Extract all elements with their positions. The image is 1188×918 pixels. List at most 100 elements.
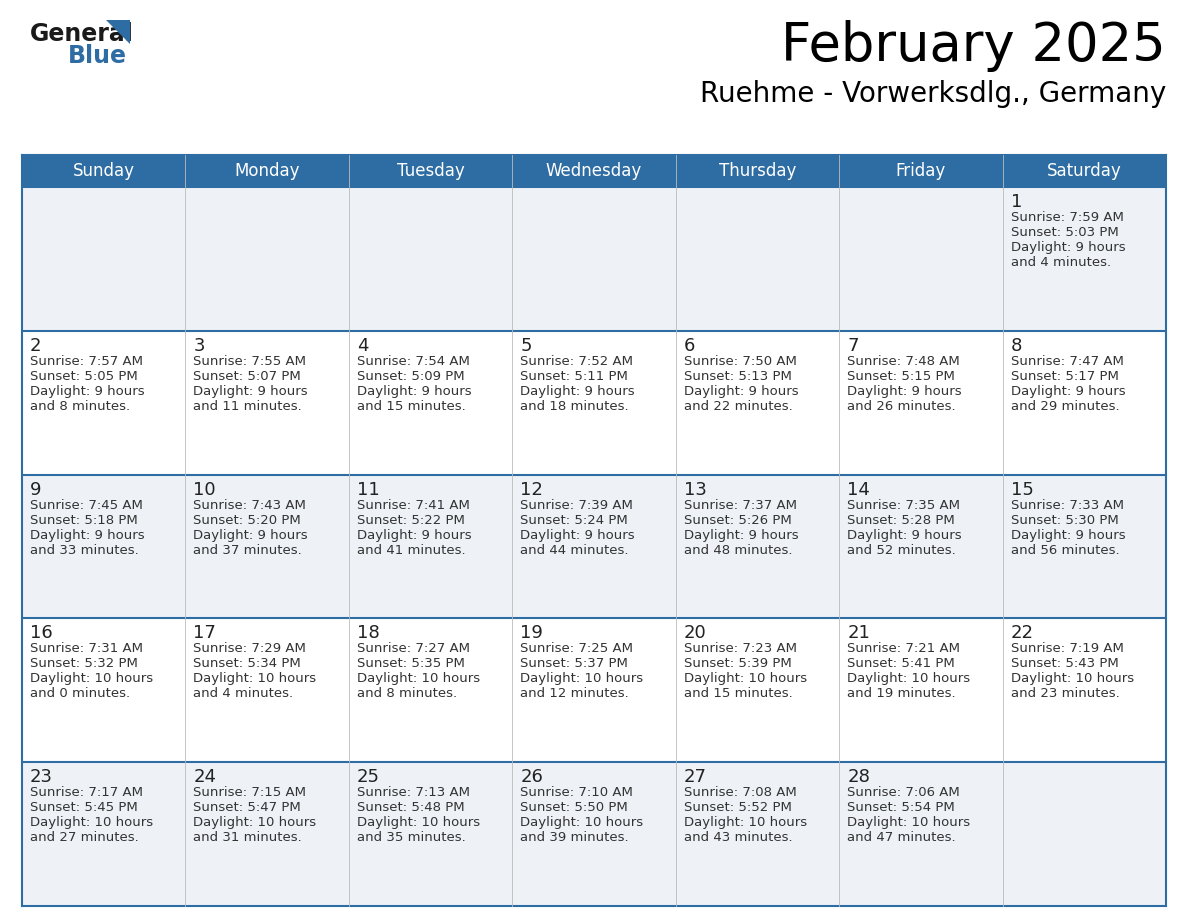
Text: Daylight: 9 hours: Daylight: 9 hours: [194, 529, 308, 542]
Text: and 48 minutes.: and 48 minutes.: [684, 543, 792, 556]
Text: Sunrise: 7:29 AM: Sunrise: 7:29 AM: [194, 643, 307, 655]
Text: Sunrise: 7:35 AM: Sunrise: 7:35 AM: [847, 498, 960, 511]
Text: Sunset: 5:13 PM: Sunset: 5:13 PM: [684, 370, 791, 383]
Text: 23: 23: [30, 768, 53, 786]
Text: and 4 minutes.: and 4 minutes.: [194, 688, 293, 700]
Text: Sunset: 5:32 PM: Sunset: 5:32 PM: [30, 657, 138, 670]
Text: Sunset: 5:39 PM: Sunset: 5:39 PM: [684, 657, 791, 670]
Text: Saturday: Saturday: [1047, 162, 1121, 180]
Bar: [23, 187, 185, 330]
Text: 24: 24: [194, 768, 216, 786]
Text: and 41 minutes.: and 41 minutes.: [356, 543, 466, 556]
Text: Sunrise: 7:23 AM: Sunrise: 7:23 AM: [684, 643, 797, 655]
Text: Sunset: 5:35 PM: Sunset: 5:35 PM: [356, 657, 465, 670]
Bar: [185, 187, 349, 330]
Bar: [23, 475, 185, 619]
Text: Sunrise: 7:43 AM: Sunrise: 7:43 AM: [194, 498, 307, 511]
Text: and 26 minutes.: and 26 minutes.: [847, 400, 956, 413]
Text: Sunset: 5:17 PM: Sunset: 5:17 PM: [1011, 370, 1118, 383]
Text: 9: 9: [30, 481, 42, 498]
Text: and 8 minutes.: and 8 minutes.: [356, 688, 457, 700]
Text: Sunset: 5:11 PM: Sunset: 5:11 PM: [520, 370, 628, 383]
Text: 21: 21: [847, 624, 870, 643]
Text: February 2025: February 2025: [782, 20, 1165, 72]
Text: 1: 1: [1011, 193, 1022, 211]
Text: Sunrise: 7:37 AM: Sunrise: 7:37 AM: [684, 498, 797, 511]
Bar: [676, 330, 839, 475]
Bar: [1003, 330, 1165, 475]
Text: 4: 4: [356, 337, 368, 354]
Text: Sunset: 5:24 PM: Sunset: 5:24 PM: [520, 513, 628, 527]
Text: General: General: [30, 22, 134, 46]
Bar: [676, 762, 839, 906]
Text: Tuesday: Tuesday: [397, 162, 465, 180]
Text: 2: 2: [30, 337, 42, 354]
Text: Sunset: 5:43 PM: Sunset: 5:43 PM: [1011, 657, 1118, 670]
Text: Daylight: 9 hours: Daylight: 9 hours: [684, 529, 798, 542]
Text: and 15 minutes.: and 15 minutes.: [684, 688, 792, 700]
Text: Sunrise: 7:17 AM: Sunrise: 7:17 AM: [30, 786, 143, 800]
Text: 15: 15: [1011, 481, 1034, 498]
Bar: [839, 187, 1003, 330]
Bar: [839, 330, 1003, 475]
Text: Sunset: 5:41 PM: Sunset: 5:41 PM: [847, 657, 955, 670]
Text: Sunrise: 7:55 AM: Sunrise: 7:55 AM: [194, 354, 307, 368]
Bar: [23, 155, 185, 187]
Text: Sunset: 5:03 PM: Sunset: 5:03 PM: [1011, 226, 1118, 239]
Text: and 52 minutes.: and 52 minutes.: [847, 543, 956, 556]
Text: Daylight: 9 hours: Daylight: 9 hours: [356, 529, 472, 542]
Text: Daylight: 10 hours: Daylight: 10 hours: [1011, 672, 1133, 686]
Bar: [1003, 155, 1165, 187]
Text: and 47 minutes.: and 47 minutes.: [847, 831, 956, 845]
Text: 6: 6: [684, 337, 695, 354]
Text: Sunrise: 7:48 AM: Sunrise: 7:48 AM: [847, 354, 960, 368]
Text: Daylight: 10 hours: Daylight: 10 hours: [356, 816, 480, 829]
Text: 27: 27: [684, 768, 707, 786]
Bar: [512, 475, 676, 619]
Text: 10: 10: [194, 481, 216, 498]
Text: 5: 5: [520, 337, 532, 354]
Text: and 31 minutes.: and 31 minutes.: [194, 831, 302, 845]
Text: Sunrise: 7:50 AM: Sunrise: 7:50 AM: [684, 354, 797, 368]
Text: 18: 18: [356, 624, 380, 643]
Bar: [185, 155, 349, 187]
Text: and 23 minutes.: and 23 minutes.: [1011, 688, 1119, 700]
Bar: [349, 619, 512, 762]
Text: 16: 16: [30, 624, 52, 643]
Bar: [1003, 187, 1165, 330]
Text: Sunday: Sunday: [72, 162, 134, 180]
Text: and 44 minutes.: and 44 minutes.: [520, 543, 628, 556]
Text: Daylight: 9 hours: Daylight: 9 hours: [194, 385, 308, 397]
Text: Daylight: 9 hours: Daylight: 9 hours: [684, 385, 798, 397]
Bar: [839, 155, 1003, 187]
Text: Sunset: 5:30 PM: Sunset: 5:30 PM: [1011, 513, 1118, 527]
Text: Sunset: 5:50 PM: Sunset: 5:50 PM: [520, 801, 628, 814]
Text: Sunrise: 7:52 AM: Sunrise: 7:52 AM: [520, 354, 633, 368]
Text: Daylight: 9 hours: Daylight: 9 hours: [520, 385, 634, 397]
Text: Sunset: 5:48 PM: Sunset: 5:48 PM: [356, 801, 465, 814]
Text: 13: 13: [684, 481, 707, 498]
Text: Daylight: 10 hours: Daylight: 10 hours: [356, 672, 480, 686]
Text: and 0 minutes.: and 0 minutes.: [30, 688, 131, 700]
Text: Daylight: 10 hours: Daylight: 10 hours: [194, 672, 316, 686]
Text: Sunset: 5:28 PM: Sunset: 5:28 PM: [847, 513, 955, 527]
Bar: [1003, 762, 1165, 906]
Text: 7: 7: [847, 337, 859, 354]
Text: Daylight: 9 hours: Daylight: 9 hours: [847, 529, 962, 542]
Text: Sunset: 5:18 PM: Sunset: 5:18 PM: [30, 513, 138, 527]
Text: Daylight: 9 hours: Daylight: 9 hours: [1011, 529, 1125, 542]
Bar: [839, 619, 1003, 762]
Text: Daylight: 9 hours: Daylight: 9 hours: [520, 529, 634, 542]
Text: 17: 17: [194, 624, 216, 643]
Text: Sunset: 5:37 PM: Sunset: 5:37 PM: [520, 657, 628, 670]
Text: Sunset: 5:22 PM: Sunset: 5:22 PM: [356, 513, 465, 527]
Text: Monday: Monday: [234, 162, 299, 180]
Text: Sunrise: 7:45 AM: Sunrise: 7:45 AM: [30, 498, 143, 511]
Text: and 43 minutes.: and 43 minutes.: [684, 831, 792, 845]
Text: and 35 minutes.: and 35 minutes.: [356, 831, 466, 845]
Text: Daylight: 9 hours: Daylight: 9 hours: [1011, 385, 1125, 397]
Text: Sunset: 5:20 PM: Sunset: 5:20 PM: [194, 513, 302, 527]
Bar: [1003, 619, 1165, 762]
Bar: [349, 187, 512, 330]
Text: Sunrise: 7:21 AM: Sunrise: 7:21 AM: [847, 643, 960, 655]
